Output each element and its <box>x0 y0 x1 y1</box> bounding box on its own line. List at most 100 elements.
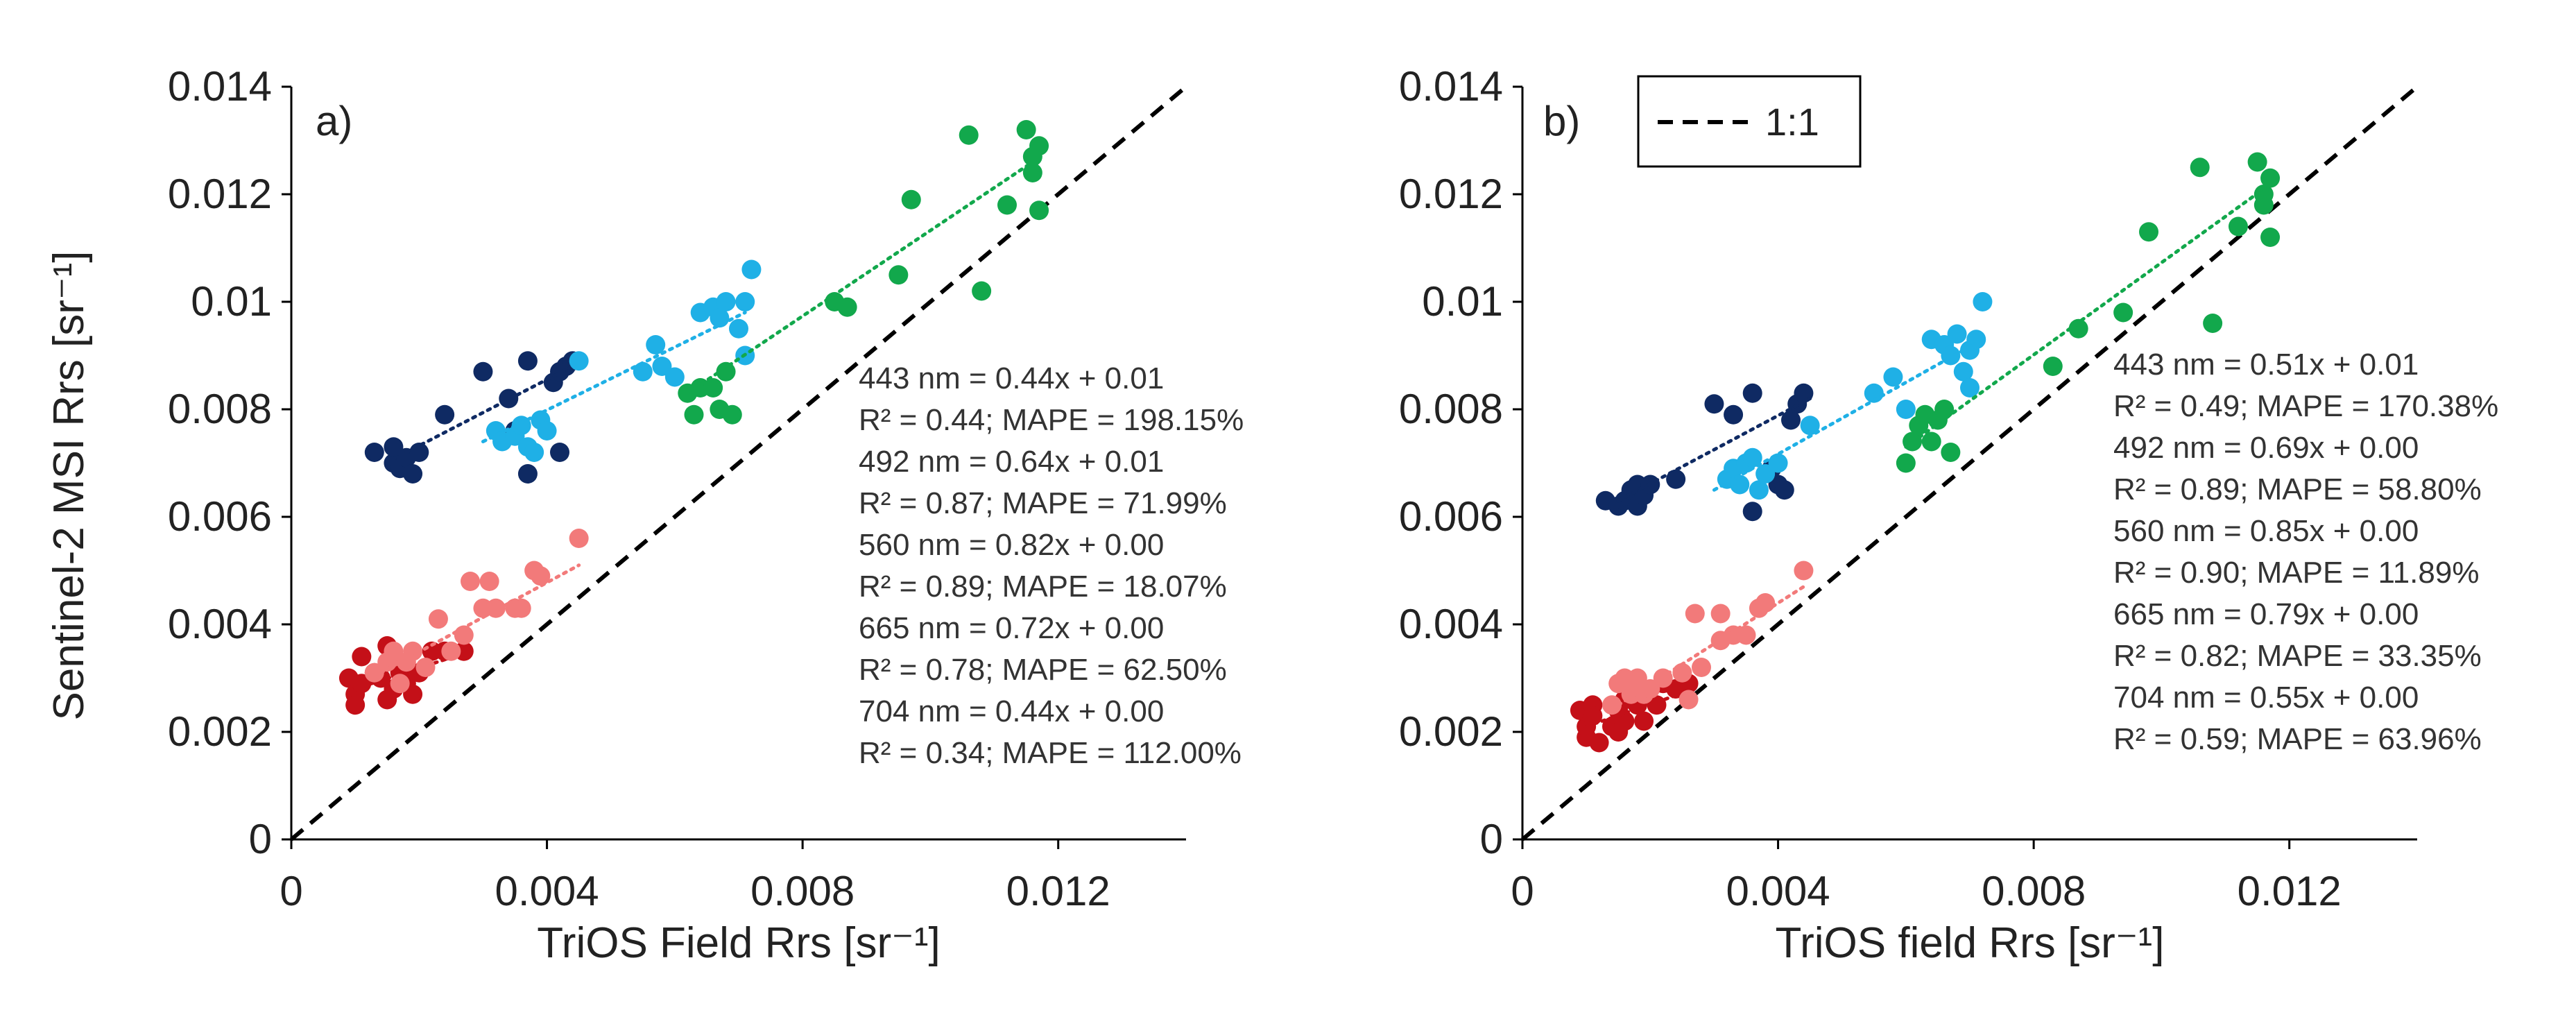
y-tick-label: 0.004 <box>168 601 272 647</box>
data-point-704-nm <box>1710 604 1731 624</box>
regression-equation: 492 nm = 0.64x + 0.01 <box>859 445 1164 479</box>
data-point-492-nm <box>1864 383 1884 403</box>
panel-a: 0 0.002 0.004 0.006 0.008 0.01 0.012 0.014 0 0.00… <box>168 63 1244 967</box>
data-point-560-nm <box>837 297 857 317</box>
data-point-492-nm <box>1947 324 1967 344</box>
trendline-492-nm <box>481 311 747 443</box>
legend-one-to-one-label: 1:1 <box>1765 100 1819 144</box>
data-point-665-nm <box>1583 706 1603 726</box>
regression-equation: 443 nm = 0.44x + 0.01 <box>859 361 1164 395</box>
data-point-665-nm <box>345 695 366 715</box>
y-tick-label: 0.004 <box>1399 601 1503 647</box>
panel-label: a) <box>316 98 352 144</box>
regression-equation: R² = 0.87; MAPE = 71.99% <box>859 486 1227 520</box>
regression-equation: R² = 0.34; MAPE = 112.00% <box>859 736 1242 770</box>
x-tick-label: 0.004 <box>1726 868 1830 914</box>
data-point-492-nm <box>633 361 653 382</box>
regression-equation: 443 nm = 0.51x + 0.01 <box>2113 348 2419 382</box>
data-point-704-nm <box>384 641 404 661</box>
data-point-560-nm <box>2260 228 2281 247</box>
data-point-704-nm <box>1736 625 1756 645</box>
data-point-704-nm <box>364 663 384 683</box>
x-tick-label: 0.004 <box>495 868 599 914</box>
y-tick-label: 0.002 <box>1399 708 1503 755</box>
y-tick-label: 0.008 <box>1399 386 1503 432</box>
data-point-704-nm <box>1602 695 1622 715</box>
data-point-560-nm <box>716 361 736 382</box>
data-point-492-nm <box>735 292 755 311</box>
data-point-560-nm <box>901 189 921 210</box>
data-point-492-nm <box>729 318 748 339</box>
data-point-443-nm <box>364 443 384 462</box>
data-point-560-nm <box>703 378 723 398</box>
y-tick-label: 0.01 <box>1422 278 1503 325</box>
data-point-704-nm <box>403 641 423 661</box>
data-point-443-nm <box>517 351 538 371</box>
trendline-704-nm <box>379 563 581 675</box>
y-tick-label: 0.008 <box>168 386 272 432</box>
data-point-492-nm <box>646 335 666 354</box>
data-point-443-nm <box>517 464 538 484</box>
regression-equation: R² = 0.49; MAPE = 170.38% <box>2113 389 2498 423</box>
data-point-704-nm <box>441 641 461 661</box>
data-point-704-nm <box>415 658 436 677</box>
data-point-492-nm <box>1973 292 1993 311</box>
data-point-492-nm <box>524 443 544 462</box>
data-point-560-nm <box>1941 443 1961 462</box>
data-point-560-nm <box>1896 453 1916 473</box>
regression-equation: R² = 0.82; MAPE = 33.35% <box>2113 639 2482 673</box>
regression-equation: R² = 0.89; MAPE = 58.80% <box>2113 472 2482 506</box>
data-point-560-nm <box>997 195 1017 215</box>
y-tick-label: 0.014 <box>168 63 272 110</box>
y-tick-label: 0 <box>249 816 272 862</box>
data-point-560-nm <box>972 281 992 301</box>
regression-equation: 665 nm = 0.72x + 0.00 <box>859 611 1164 645</box>
data-point-560-nm <box>2203 314 2223 333</box>
data-point-560-nm <box>2113 302 2133 323</box>
panel-label: b) <box>1543 98 1580 144</box>
data-point-492-nm <box>664 367 685 387</box>
data-point-492-nm <box>537 421 557 441</box>
data-point-492-nm <box>1896 400 1916 419</box>
data-point-704-nm <box>1794 561 1814 581</box>
data-point-704-nm <box>479 572 499 591</box>
data-point-560-nm <box>1029 200 1049 221</box>
data-point-560-nm <box>722 404 742 425</box>
data-point-704-nm <box>428 609 448 629</box>
data-point-560-nm <box>1022 163 1042 182</box>
trendline-443-nm <box>404 364 574 454</box>
data-point-560-nm <box>2247 152 2267 172</box>
data-point-492-nm <box>1960 378 1980 398</box>
trendline-443-nm <box>1616 397 1812 503</box>
data-point-704-nm <box>454 625 474 645</box>
data-point-704-nm <box>1678 690 1699 710</box>
data-point-560-nm <box>1934 400 1955 419</box>
regression-equation: R² = 0.44; MAPE = 198.15% <box>859 403 1244 437</box>
data-point-560-nm <box>2260 168 2281 188</box>
x-tick-label: 0.012 <box>2238 868 2342 914</box>
data-point-665-nm <box>403 684 423 704</box>
data-point-492-nm <box>1755 464 1776 484</box>
data-point-492-nm <box>1730 475 1750 495</box>
data-point-704-nm <box>390 674 410 694</box>
trendline-704-nm <box>1616 585 1805 707</box>
data-point-560-nm <box>2253 185 2274 204</box>
regression-equation: 665 nm = 0.79x + 0.00 <box>2113 597 2419 631</box>
regression-equation: 560 nm = 0.85x + 0.00 <box>2113 514 2419 548</box>
data-point-492-nm <box>1749 480 1769 500</box>
data-point-492-nm <box>652 357 672 376</box>
data-point-560-nm <box>2043 357 2063 376</box>
regression-equation: R² = 0.59; MAPE = 63.96% <box>2113 722 2482 756</box>
data-point-704-nm <box>461 572 480 591</box>
data-point-560-nm <box>684 404 704 425</box>
data-point-492-nm <box>1966 330 1986 350</box>
trendline-492-nm <box>1712 337 1984 492</box>
y-tick-label: 0.006 <box>168 493 272 540</box>
data-point-560-nm <box>1029 136 1049 156</box>
data-point-443-nm <box>384 437 404 457</box>
trendline-560-nm <box>685 160 1035 395</box>
data-point-443-nm <box>1742 383 1762 403</box>
data-point-492-nm <box>1941 345 1961 366</box>
data-point-704-nm <box>1627 668 1647 688</box>
